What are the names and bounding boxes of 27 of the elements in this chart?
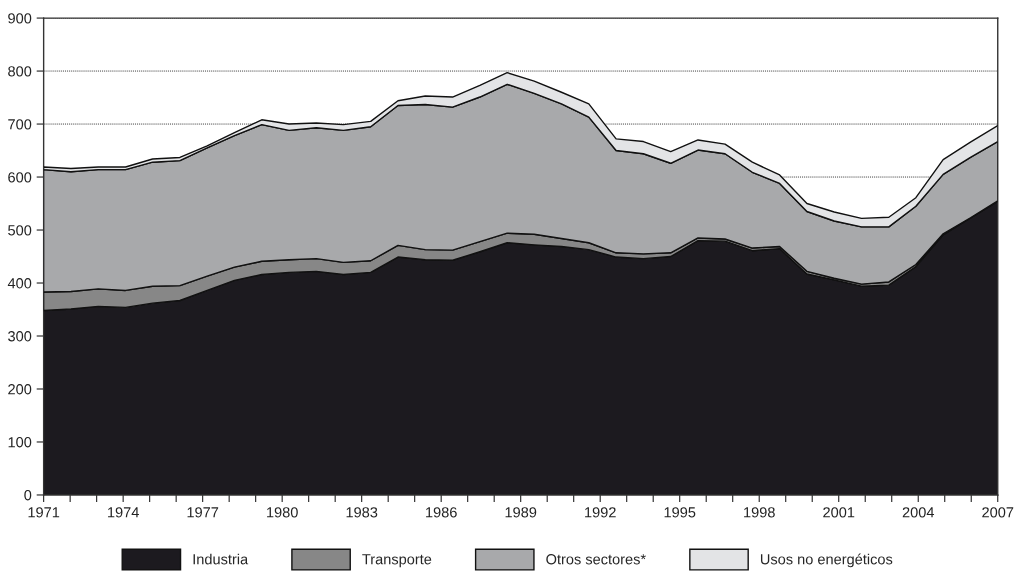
x-tick-label: 1998	[744, 507, 775, 518]
y-tick-label: 700	[8, 119, 32, 130]
x-tick-label: 2007	[982, 507, 1014, 518]
legend-label: Industria	[193, 553, 249, 565]
y-tick-label: 100	[8, 437, 32, 448]
legend-label: Otros sectores*	[546, 554, 646, 565]
y-tick-label: 600	[8, 172, 32, 183]
legend-label: Transporte	[362, 554, 432, 568]
y-tick-label: 200	[8, 384, 32, 395]
y-tick-label: 300	[8, 331, 32, 342]
x-tick-label: 1989	[505, 507, 537, 518]
x-tick-label: 1974	[108, 507, 139, 518]
x-tick-label: 1986	[426, 507, 457, 518]
x-tick-label: 1980	[267, 507, 298, 518]
y-tick-label: 0	[24, 490, 32, 501]
y-tick-label: 900	[8, 13, 32, 24]
y-tick-label: 800	[8, 66, 32, 77]
y-tick-label: 400	[7, 278, 32, 289]
x-tick-label: 1995	[664, 507, 696, 518]
legend-label: Usos no energéticos	[760, 553, 893, 568]
x-tick-label: 2001	[823, 507, 855, 518]
y-tick-label: 500	[8, 225, 32, 236]
x-tick-label: 1992	[585, 507, 616, 518]
x-tick-label: 1971	[28, 507, 60, 518]
x-tick-label: 1983	[346, 507, 378, 518]
x-tick-label: 1977	[187, 507, 219, 518]
x-tick-label: 2004	[902, 507, 935, 518]
